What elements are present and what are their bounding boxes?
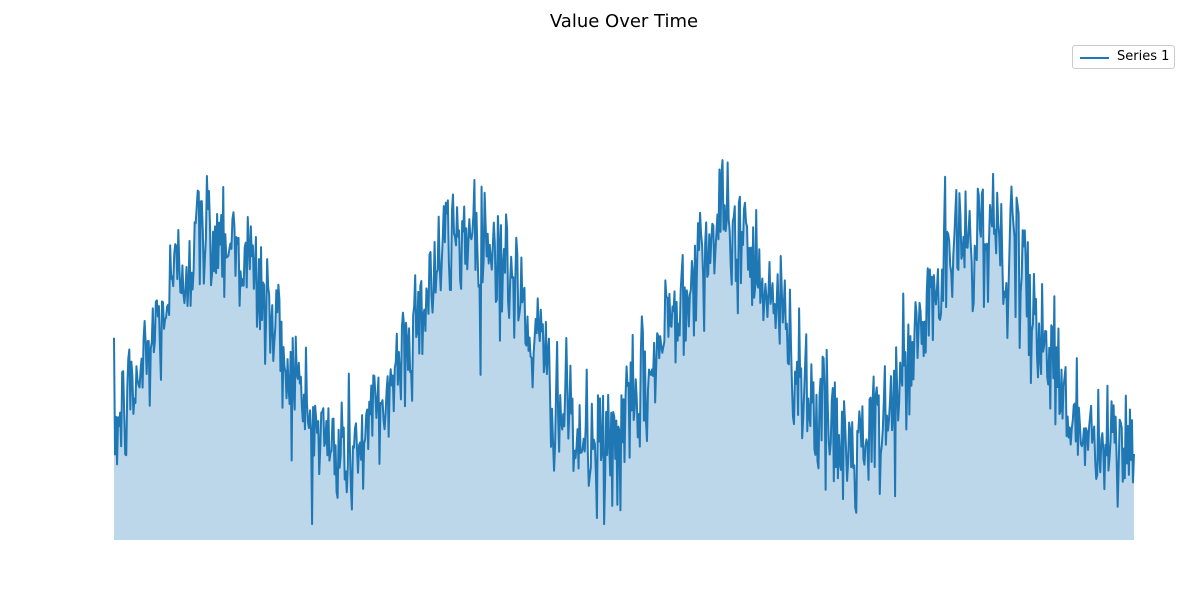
legend: Series 1	[1072, 45, 1175, 69]
legend-label-series-1: Series 1	[1117, 49, 1170, 64]
plot-area	[113, 159, 1135, 540]
series-1-line	[113, 159, 1135, 526]
legend-swatch-series-1	[1080, 57, 1109, 59]
chart-title: Value Over Time	[549, 11, 699, 32]
